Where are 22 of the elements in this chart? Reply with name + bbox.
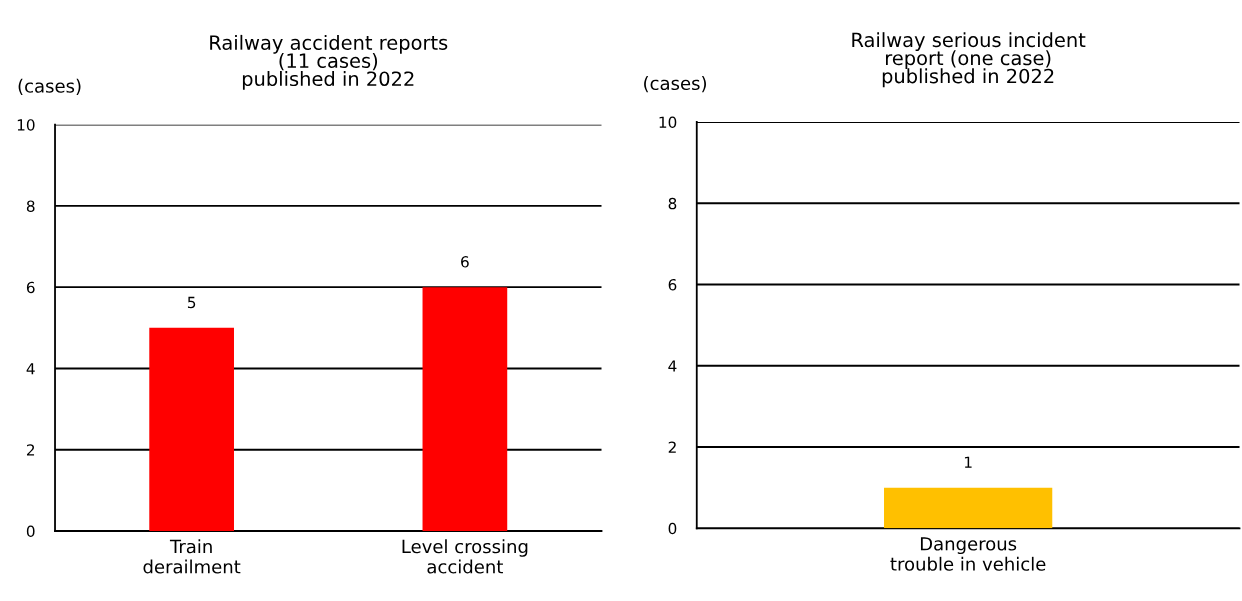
y-tick-label: 8 xyxy=(26,200,35,212)
y-tick-label: 8 xyxy=(668,197,677,210)
y-tick-label: 2 xyxy=(26,444,35,456)
y-tick-label: 6 xyxy=(668,278,677,291)
data-label: 6 xyxy=(461,256,469,268)
x-tick-label: Dangerous trouble in vehicle xyxy=(890,537,1046,571)
data-label: 1 xyxy=(964,456,972,468)
y-tick-label: 2 xyxy=(668,441,676,453)
data-label: 5 xyxy=(187,296,196,309)
y-axis-title: (cases) xyxy=(18,78,81,95)
y-axis-title: (cases) xyxy=(644,76,706,93)
y-tick-label: 6 xyxy=(26,281,35,294)
y-tick-label: 0 xyxy=(668,522,677,535)
y-tick-label: 4 xyxy=(668,360,677,372)
y-tick-label: 10 xyxy=(17,119,35,131)
chart-title: Railway accident reports (11 cases) published in 2022 xyxy=(210,34,448,90)
x-tick-label: Level crossing accident xyxy=(402,539,528,574)
chart-title: Railway serious incident report (one case) published in 2022 xyxy=(852,32,1086,88)
y-tick-label: 10 xyxy=(659,116,677,129)
x-tick-label: Train derailment xyxy=(143,539,241,574)
y-tick-label: 4 xyxy=(26,363,35,375)
y-tick-label: 0 xyxy=(26,525,35,538)
